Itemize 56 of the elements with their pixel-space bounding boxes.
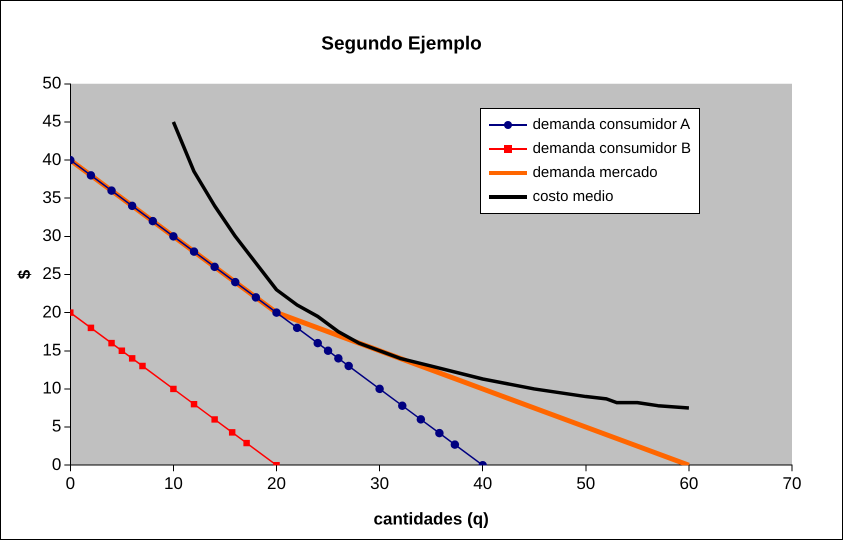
legend-label: demanda mercado <box>532 164 658 182</box>
x-tick-label: 50 <box>576 474 596 494</box>
point <box>211 416 218 423</box>
y-tick-label: 25 <box>42 264 62 284</box>
point <box>313 338 322 348</box>
point <box>416 415 426 424</box>
point <box>292 324 302 332</box>
chart-title: Segundo Ejemplo <box>321 34 482 55</box>
y-tick-label: 30 <box>42 226 62 246</box>
point <box>398 401 407 410</box>
point <box>170 386 177 392</box>
point <box>190 400 198 408</box>
y-tick-label: 15 <box>42 340 62 360</box>
y-tick-label: 50 <box>42 73 62 92</box>
y-tick-label: 10 <box>42 378 62 398</box>
x-tick-label: 40 <box>473 474 492 494</box>
point <box>108 340 115 346</box>
x-tick-label: 70 <box>782 474 802 494</box>
point <box>86 171 96 180</box>
y-tick-label: 40 <box>42 150 62 169</box>
point <box>107 186 116 195</box>
point <box>243 440 250 446</box>
x-axis-title: cantidades (q) <box>374 509 489 528</box>
y-tick-label: 5 <box>52 416 62 436</box>
point <box>139 362 146 370</box>
point <box>252 293 260 302</box>
point <box>435 428 444 438</box>
point <box>450 440 460 449</box>
point <box>272 308 281 317</box>
point <box>88 324 94 332</box>
x-tick-label: 20 <box>267 474 286 494</box>
point <box>324 346 332 356</box>
legend-label: demanda consumidor B <box>532 140 691 158</box>
x-tick-label: 60 <box>679 474 698 494</box>
point <box>169 232 178 241</box>
point <box>128 355 136 362</box>
point <box>231 278 240 286</box>
point <box>210 262 219 272</box>
point <box>128 202 136 210</box>
x-tick-label: 10 <box>164 474 183 494</box>
point <box>334 354 343 363</box>
x-tick-label: 0 <box>66 474 76 494</box>
y-tick-label: 45 <box>42 112 62 131</box>
point <box>344 362 353 370</box>
y-tick-label: 0 <box>52 454 62 474</box>
point <box>228 429 236 436</box>
y-tick-label: 20 <box>42 302 62 322</box>
point <box>148 216 158 226</box>
point <box>190 247 198 256</box>
point <box>118 348 126 354</box>
legend-label: demanda consumidor A <box>532 116 690 134</box>
y-axis-title: $ <box>14 269 34 280</box>
point <box>375 384 384 394</box>
x-tick-label: 30 <box>370 474 390 494</box>
y-tick-label: 35 <box>42 188 62 207</box>
legend-label: costo medio <box>532 188 614 206</box>
